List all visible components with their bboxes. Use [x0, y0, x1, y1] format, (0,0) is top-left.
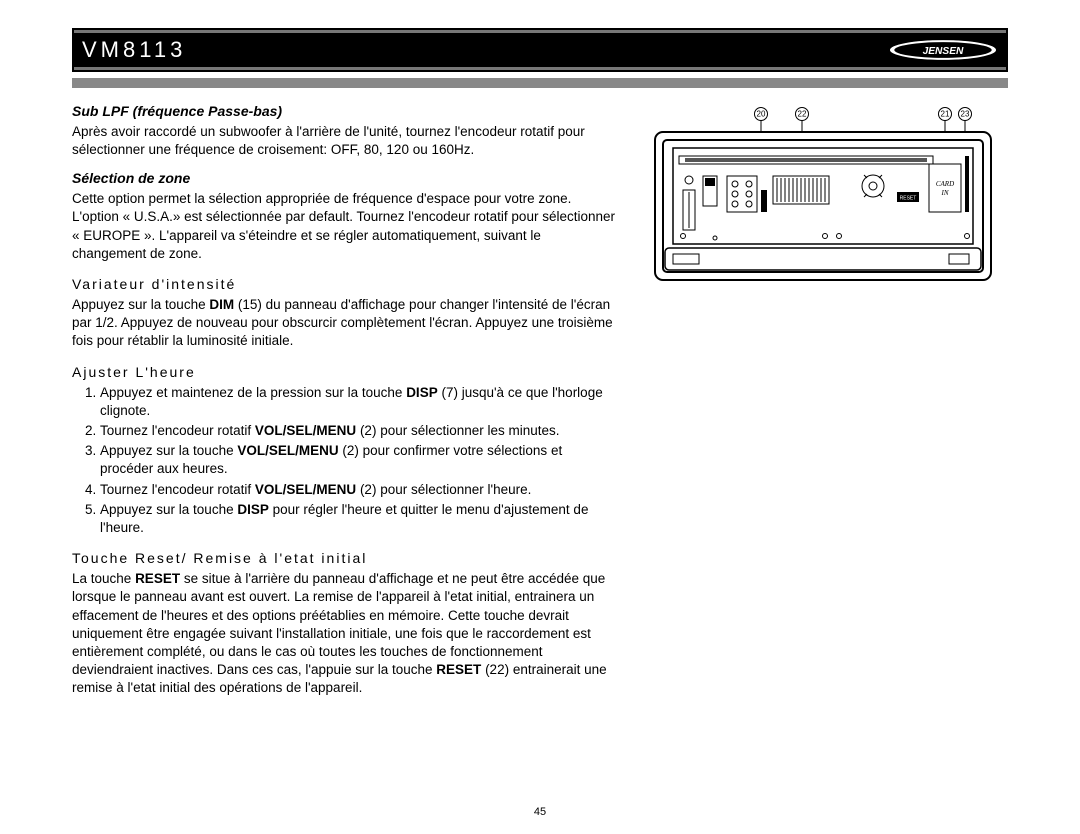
text-column: Sub LPF (fréquence Passe-bas) Après avoi…: [72, 102, 617, 698]
svg-text:RESET: RESET: [900, 196, 917, 202]
model-number: VM8113: [82, 37, 186, 63]
section-body-sublpf: Après avoir raccordé un subwoofer à l'ar…: [72, 123, 617, 159]
svg-text:23: 23: [961, 110, 970, 119]
section-title-reset: Touche Reset/ Remise à l'etat initial: [72, 549, 617, 568]
section-title-zone: Sélection de zone: [72, 169, 617, 188]
section-title-heure: Ajuster L'heure: [72, 363, 617, 382]
list-item: Appuyez et maintenez de la pression sur …: [100, 384, 617, 420]
list-item: Tournez l'encodeur rotatif VOL/SEL/MENU …: [100, 422, 617, 440]
header-bar: VM8113 JENSEN: [72, 28, 1008, 72]
page-number: 45: [534, 806, 546, 818]
list-item: Tournez l'encodeur rotatif VOL/SEL/MENU …: [100, 481, 617, 499]
svg-text:JENSEN: JENSEN: [923, 46, 964, 57]
svg-text:IN: IN: [941, 189, 949, 197]
section-title-sublpf: Sub LPF (fréquence Passe-bas): [72, 102, 617, 121]
svg-text:CARD: CARD: [936, 180, 954, 188]
divider-bar: [72, 78, 1008, 88]
list-item: Appuyez sur la touche DISP pour régler l…: [100, 501, 617, 537]
brand-logo: JENSEN: [888, 39, 998, 61]
section-body-reset: La touche RESET se situe à l'arrière du …: [72, 570, 617, 698]
device-diagram: 20 22 21 23: [653, 106, 1008, 291]
section-title-variateur: Variateur d'intensité: [72, 275, 617, 294]
svg-text:22: 22: [798, 110, 807, 119]
list-item: Appuyez sur la touche VOL/SEL/MENU (2) p…: [100, 442, 617, 478]
svg-text:20: 20: [757, 110, 766, 119]
section-body-variateur: Appuyez sur la touche DIM (15) du pannea…: [72, 296, 617, 351]
section-body-zone: Cette option permet la sélection appropr…: [72, 190, 617, 263]
svg-text:21: 21: [941, 110, 950, 119]
heure-list: Appuyez et maintenez de la pression sur …: [72, 384, 617, 538]
